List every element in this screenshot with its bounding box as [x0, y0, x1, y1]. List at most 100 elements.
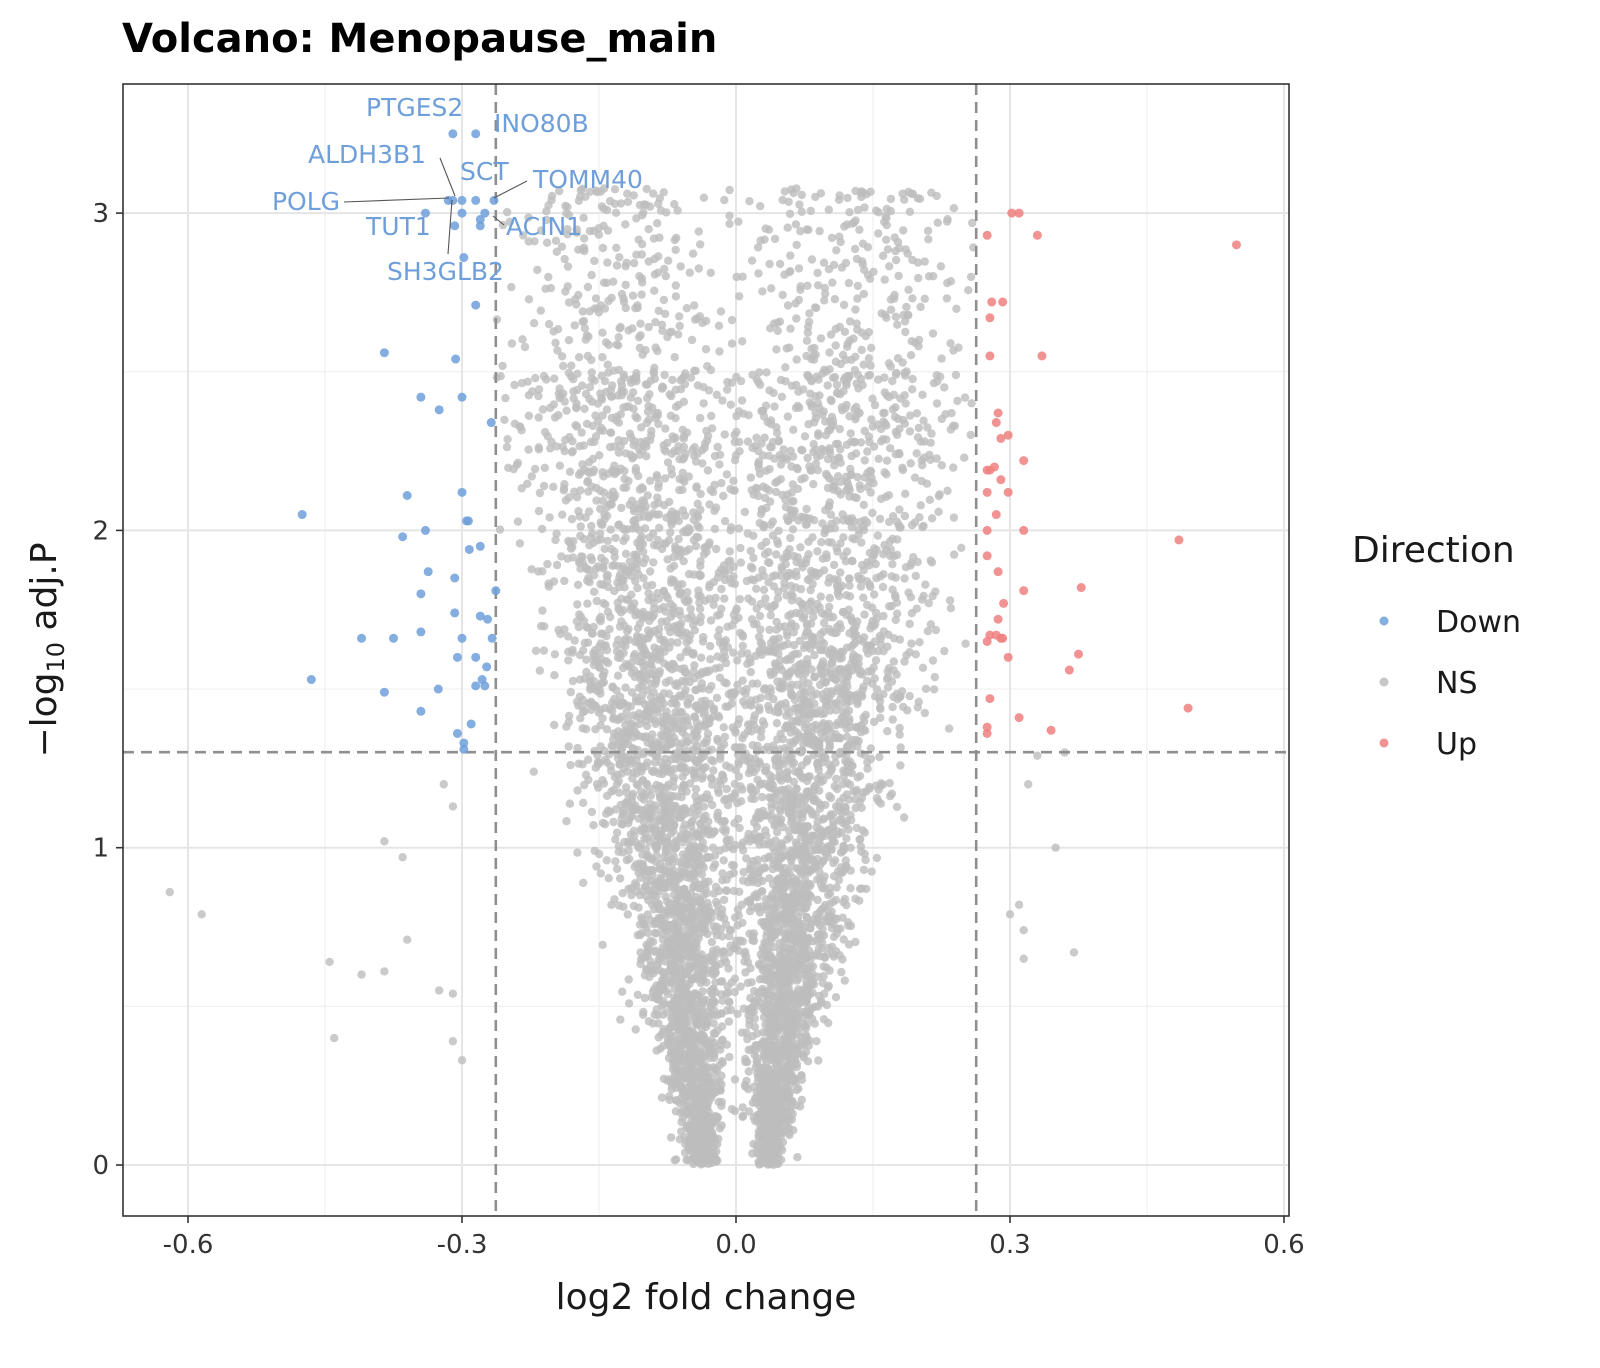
ns-point	[853, 205, 863, 215]
ns-point	[764, 839, 773, 849]
ns-point	[872, 685, 882, 694]
ns-point	[742, 854, 751, 863]
ns-point	[579, 878, 588, 887]
ns-point	[802, 757, 811, 766]
ns-point	[573, 580, 583, 589]
ns-point	[507, 282, 516, 292]
ns-point	[627, 890, 636, 900]
ns-point	[603, 576, 612, 585]
ns-point	[723, 801, 733, 810]
ns-point	[756, 987, 766, 996]
ns-point	[549, 400, 558, 409]
ns-point	[908, 189, 918, 198]
ns-point	[731, 728, 740, 737]
ns-point	[778, 290, 787, 300]
ns-point	[616, 874, 625, 883]
ns-point	[621, 280, 630, 290]
ns-point	[888, 560, 897, 569]
ns-point	[674, 330, 683, 339]
ns-point	[738, 734, 747, 743]
ns-point	[803, 281, 812, 290]
ns-point	[749, 553, 758, 563]
ns-point	[864, 371, 873, 380]
ns-point	[733, 680, 742, 689]
ns-point	[564, 711, 574, 721]
ns-point	[563, 225, 572, 234]
ns-point	[665, 791, 675, 800]
ns-point	[542, 238, 552, 247]
ns-point	[639, 547, 648, 556]
ns-point	[885, 517, 894, 527]
ns-point	[805, 574, 814, 583]
ns-point	[734, 407, 744, 416]
ns-point	[851, 803, 860, 813]
ns-point	[767, 815, 777, 825]
ns-point	[890, 412, 900, 422]
ns-point	[762, 503, 771, 513]
ns-point	[732, 272, 741, 282]
ns-point	[842, 834, 851, 843]
ns-point	[806, 975, 816, 985]
ns-point	[640, 993, 649, 1003]
ns-point	[792, 1085, 801, 1095]
ns-point	[682, 304, 691, 313]
ns-point	[652, 851, 661, 860]
ns-point	[830, 295, 840, 304]
ns-point	[823, 471, 832, 480]
ns-point	[609, 817, 618, 827]
ns-point	[621, 220, 630, 229]
ns-point	[815, 226, 824, 236]
ns-point	[816, 334, 826, 343]
ns-point	[799, 643, 809, 653]
ns-point	[832, 929, 841, 938]
ns-point	[916, 501, 925, 510]
ns-point	[875, 703, 885, 712]
ns-point	[836, 237, 845, 247]
ns-point	[811, 413, 821, 423]
ns-point	[849, 625, 858, 634]
ns-point	[496, 372, 505, 381]
ns-point	[727, 699, 736, 708]
ns-point	[727, 339, 737, 348]
ns-point	[670, 353, 679, 362]
ns-point	[720, 732, 730, 742]
ns-point	[901, 399, 910, 408]
ns-point	[934, 491, 944, 501]
ns-point	[846, 884, 855, 893]
ns-point	[827, 687, 836, 696]
ns-point	[832, 380, 842, 390]
ns-point	[787, 381, 797, 390]
ns-point	[771, 836, 780, 845]
ns-point	[690, 674, 699, 683]
ns-point	[725, 185, 734, 195]
ns-point	[560, 254, 569, 264]
ns-point	[661, 591, 671, 600]
ns-point	[928, 329, 938, 338]
ns-point	[587, 270, 596, 280]
ns-point	[567, 514, 577, 524]
ns-point	[775, 259, 785, 269]
ns-point	[580, 706, 589, 716]
ns-point	[789, 641, 799, 650]
ns-point	[515, 422, 524, 431]
ns-point	[829, 560, 839, 570]
ns-point	[886, 194, 896, 204]
ns-point	[663, 458, 673, 467]
ns-point	[698, 771, 707, 781]
ns-point	[835, 654, 845, 663]
ns-point	[671, 433, 680, 442]
ns-point	[729, 476, 738, 485]
ns-point	[738, 641, 747, 651]
ns-point	[654, 199, 663, 208]
ns-point	[926, 438, 935, 447]
ns-point	[687, 335, 697, 345]
ns-point	[755, 611, 765, 621]
ns-point	[574, 622, 583, 632]
ns-point	[692, 757, 702, 766]
ns-point	[893, 535, 902, 544]
ns-point	[914, 273, 923, 283]
ns-point	[656, 811, 665, 820]
ns-point	[495, 525, 505, 534]
ns-point	[633, 631, 642, 641]
